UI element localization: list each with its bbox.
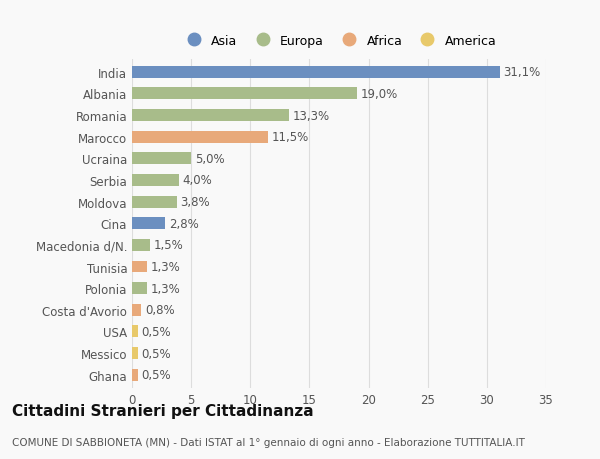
Bar — [132, 110, 289, 122]
Bar — [132, 67, 500, 78]
Text: 1,5%: 1,5% — [153, 239, 183, 252]
Bar — [132, 261, 148, 273]
Text: 0,5%: 0,5% — [142, 325, 171, 338]
Bar — [132, 218, 165, 230]
Text: COMUNE DI SABBIONETA (MN) - Dati ISTAT al 1° gennaio di ogni anno - Elaborazione: COMUNE DI SABBIONETA (MN) - Dati ISTAT a… — [12, 437, 525, 448]
Text: 13,3%: 13,3% — [293, 109, 330, 122]
Text: 0,8%: 0,8% — [145, 304, 175, 317]
Bar — [132, 347, 138, 359]
Bar — [132, 196, 177, 208]
Bar — [132, 174, 179, 186]
Bar — [132, 131, 268, 143]
Text: 19,0%: 19,0% — [360, 88, 398, 101]
Bar — [132, 88, 357, 100]
Text: 1,3%: 1,3% — [151, 260, 181, 274]
Bar — [132, 369, 138, 381]
Text: 4,0%: 4,0% — [183, 174, 212, 187]
Bar — [132, 304, 142, 316]
Bar — [132, 326, 138, 338]
Text: 0,5%: 0,5% — [142, 347, 171, 360]
Text: 0,5%: 0,5% — [142, 369, 171, 381]
Legend: Asia, Europa, Africa, America: Asia, Europa, Africa, America — [176, 30, 502, 53]
Text: 11,5%: 11,5% — [272, 131, 309, 144]
Text: 31,1%: 31,1% — [503, 66, 541, 79]
Bar — [132, 240, 150, 251]
Text: 3,8%: 3,8% — [181, 196, 210, 209]
Bar — [132, 153, 191, 165]
Text: 5,0%: 5,0% — [194, 152, 224, 166]
Bar — [132, 283, 148, 295]
Text: 2,8%: 2,8% — [169, 217, 199, 230]
Text: 1,3%: 1,3% — [151, 282, 181, 295]
Text: Cittadini Stranieri per Cittadinanza: Cittadini Stranieri per Cittadinanza — [12, 403, 314, 418]
